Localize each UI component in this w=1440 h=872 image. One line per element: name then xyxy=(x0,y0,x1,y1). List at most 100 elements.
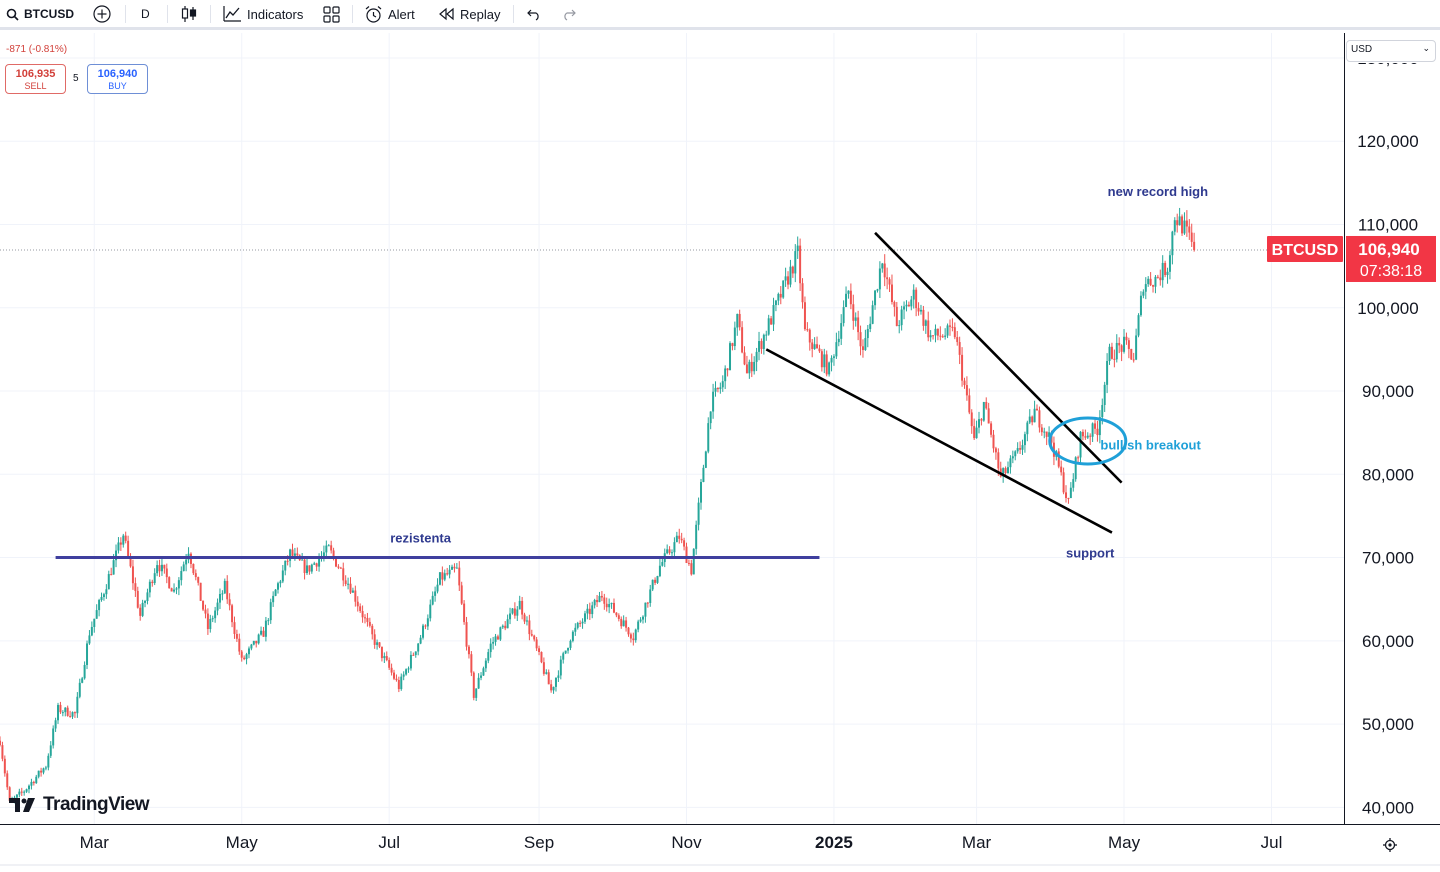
candle-body xyxy=(221,593,224,595)
candle-body xyxy=(419,637,422,644)
candle-body xyxy=(494,636,497,642)
candle-body xyxy=(141,602,144,616)
candle-body xyxy=(605,603,608,608)
price-chart[interactable]: rezistenta new record high bullish breakou… xyxy=(0,33,1440,872)
currency-label: USD xyxy=(1351,44,1373,55)
candle-body xyxy=(20,791,23,793)
time-axis[interactable]: Mar May Jul Sep Nov 2025 Mar May Jul xyxy=(0,824,1440,872)
candle-body xyxy=(405,669,408,675)
settings-button[interactable] xyxy=(1380,835,1400,860)
candle-body xyxy=(878,268,881,290)
candle-body xyxy=(397,680,400,690)
buy-button[interactable]: 106,940 BUY xyxy=(87,64,148,94)
candle-body xyxy=(373,634,376,645)
chart-grid xyxy=(0,33,1344,824)
sell-button[interactable]: 106,935 SELL xyxy=(5,64,66,94)
candle-body xyxy=(994,448,997,453)
candle-body xyxy=(25,789,28,792)
alert-label: Alert xyxy=(388,6,415,22)
candle-body xyxy=(119,542,122,545)
candle-body xyxy=(859,332,862,347)
candle-body xyxy=(941,336,944,338)
candle-body xyxy=(337,566,340,568)
time-tick-label: Jul xyxy=(1261,833,1283,852)
candle-body xyxy=(475,688,478,698)
candle-body xyxy=(586,608,589,614)
candle-body xyxy=(936,328,939,336)
candle-body xyxy=(42,768,45,773)
candle-body xyxy=(987,408,990,424)
symbol-tag xyxy=(1267,235,1343,262)
candle-body xyxy=(1156,276,1159,278)
candle-body xyxy=(982,401,985,421)
replay-button[interactable]: Replay xyxy=(438,0,500,28)
candle-body xyxy=(518,600,521,610)
candle-body xyxy=(313,563,316,565)
toolbar-divider xyxy=(513,5,514,23)
time-tick-label: Nov xyxy=(671,833,702,852)
candle-body xyxy=(153,573,156,584)
candle-body xyxy=(202,600,205,610)
candle-body xyxy=(700,481,703,503)
candle-body xyxy=(318,558,321,567)
candle-body xyxy=(98,600,101,611)
interval-button[interactable]: D xyxy=(141,0,150,28)
candle-body xyxy=(1,745,4,759)
compare-symbol-button[interactable] xyxy=(92,0,112,28)
undo-button[interactable] xyxy=(526,0,542,28)
candle-body xyxy=(651,579,654,590)
candle-body xyxy=(69,715,72,717)
candle-body xyxy=(177,580,180,589)
candle-body xyxy=(743,352,746,365)
candle-body xyxy=(799,245,802,284)
drawings-layer xyxy=(55,231,1128,560)
chart-area[interactable]: rezistenta new record high bullish breakou… xyxy=(0,33,1440,872)
candle-body xyxy=(32,781,35,784)
candle-body xyxy=(504,625,507,629)
candle-body xyxy=(1074,457,1077,480)
record-high-label: new record high xyxy=(1108,184,1208,199)
candle-body xyxy=(678,535,681,539)
candle-body xyxy=(975,427,978,439)
candle-body xyxy=(344,580,347,585)
candle-body xyxy=(886,277,889,280)
candle-body xyxy=(349,583,352,593)
candle-body xyxy=(1043,431,1046,433)
indicators-button[interactable]: Indicators xyxy=(223,0,303,28)
candle-body xyxy=(385,656,388,661)
candle-body xyxy=(1004,468,1007,474)
candle-body xyxy=(1106,360,1109,385)
candle-body xyxy=(250,644,253,649)
redo-button[interactable] xyxy=(561,0,577,28)
candle-body xyxy=(429,604,432,619)
price-tag-box xyxy=(1346,235,1436,282)
replay-label: Replay xyxy=(460,6,501,22)
tradingview-logo[interactable]: TradingView xyxy=(9,794,150,816)
candle-body xyxy=(1166,271,1169,276)
candle-body xyxy=(509,613,512,620)
alert-button[interactable]: Alert xyxy=(364,0,415,28)
price-tick-label: 80,000 xyxy=(1362,465,1414,484)
candle-body xyxy=(489,643,492,653)
candle-body xyxy=(661,562,664,566)
time-tick-label: May xyxy=(1108,833,1141,852)
interval-label: D xyxy=(141,7,150,21)
candle-body xyxy=(528,620,531,635)
price-axis[interactable]: 40,000 50,000 60,000 70,000 80,000 90,000 100,… xyxy=(1344,33,1440,872)
candle-body xyxy=(545,672,548,674)
currency-select[interactable]: USD ⌄ xyxy=(1346,40,1436,62)
candle-body xyxy=(581,621,584,624)
candle-body xyxy=(760,341,763,349)
candle-body xyxy=(76,696,79,714)
candle-body xyxy=(175,588,178,590)
candle-body xyxy=(767,318,770,335)
candle-body xyxy=(52,728,55,746)
chart-type-button[interactable] xyxy=(181,0,197,28)
symbol-search-button[interactable]: BTCUSD xyxy=(6,0,74,28)
grid-layout-icon xyxy=(323,5,340,23)
candle-body xyxy=(218,594,221,603)
candle-body xyxy=(310,564,313,572)
layouts-button[interactable] xyxy=(323,0,340,28)
candle-body xyxy=(71,712,74,717)
candle-body xyxy=(102,594,105,598)
